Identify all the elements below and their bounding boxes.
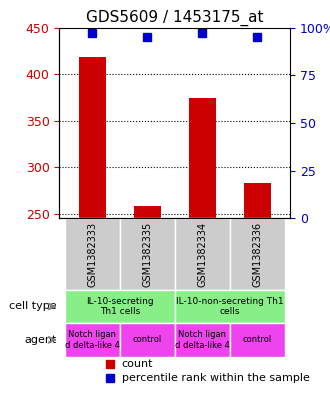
Bar — [134, 206, 161, 218]
Text: percentile rank within the sample: percentile rank within the sample — [122, 373, 310, 383]
Bar — [79, 57, 106, 218]
FancyBboxPatch shape — [230, 218, 285, 290]
Title: GDS5609 / 1453175_at: GDS5609 / 1453175_at — [86, 10, 264, 26]
Text: Notch ligan
d delta-like 4: Notch ligan d delta-like 4 — [65, 330, 120, 349]
FancyBboxPatch shape — [175, 323, 230, 356]
Text: GSM1382333: GSM1382333 — [87, 221, 97, 286]
Bar — [189, 98, 216, 218]
FancyBboxPatch shape — [65, 323, 120, 356]
FancyBboxPatch shape — [120, 218, 175, 290]
FancyBboxPatch shape — [120, 323, 175, 356]
Text: control: control — [133, 335, 162, 344]
FancyBboxPatch shape — [175, 290, 285, 323]
Text: cell type: cell type — [9, 301, 57, 312]
FancyBboxPatch shape — [175, 218, 230, 290]
FancyBboxPatch shape — [230, 323, 285, 356]
Bar — [244, 183, 271, 218]
FancyBboxPatch shape — [65, 218, 120, 290]
Text: GSM1382336: GSM1382336 — [252, 221, 262, 286]
Text: control: control — [243, 335, 272, 344]
Text: agent: agent — [24, 335, 57, 345]
Text: GSM1382335: GSM1382335 — [143, 221, 152, 286]
Text: IL-10-non-secreting Th1
cells: IL-10-non-secreting Th1 cells — [176, 297, 284, 316]
Text: count: count — [122, 359, 153, 369]
Text: Notch ligan
d delta-like 4: Notch ligan d delta-like 4 — [175, 330, 230, 349]
Text: IL-10-secreting
Th1 cells: IL-10-secreting Th1 cells — [86, 297, 154, 316]
Text: GSM1382334: GSM1382334 — [197, 221, 207, 286]
FancyBboxPatch shape — [65, 290, 175, 323]
